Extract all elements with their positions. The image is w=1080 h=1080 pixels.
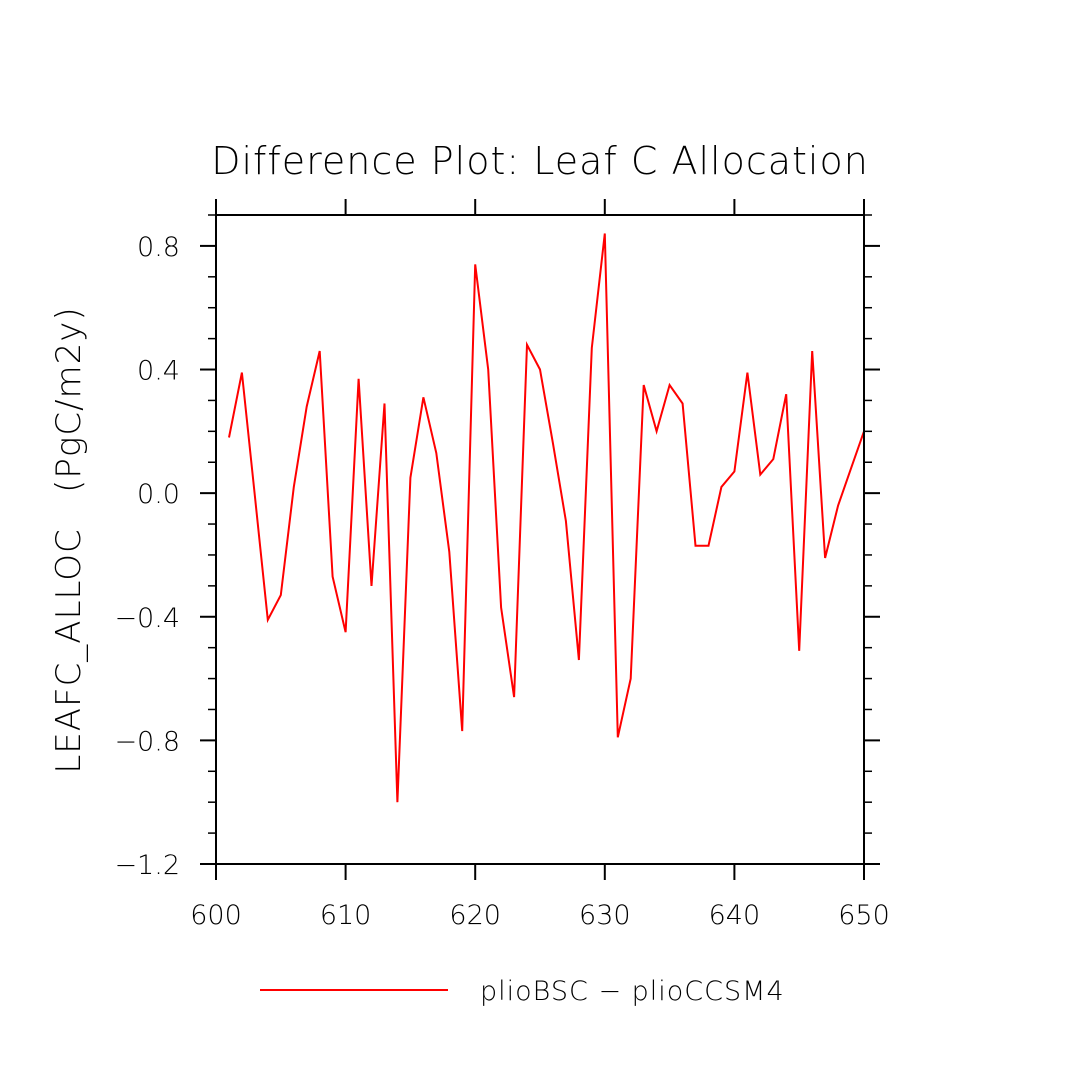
- y-tick-label: −1.2: [114, 850, 180, 881]
- legend-label: plioBSC − plioCCSM4: [480, 976, 785, 1007]
- x-tick-label: 610: [320, 900, 372, 931]
- y-tick-label: 0.8: [137, 232, 180, 263]
- y-axis-label: LEAFC_ALLOC (PgC/m2y): [49, 306, 89, 773]
- y-tick-label: −0.8: [114, 726, 180, 757]
- x-tick-label: 640: [709, 900, 761, 931]
- y-tick-label: 0.4: [137, 356, 180, 387]
- series-line: [228, 233, 865, 803]
- plot-area: [228, 233, 865, 803]
- y-tick-label: 0.0: [137, 479, 180, 510]
- chart-title: Difference Plot: Leaf C Allocation: [211, 139, 869, 183]
- x-tick-label: 600: [190, 900, 242, 931]
- x-tick-label: 620: [449, 900, 501, 931]
- x-axis: 600 610 620 630 640 650: [190, 199, 890, 931]
- y-axis: −1.2 −0.8 −0.4 0.0 0.4 0.8: [114, 214, 880, 881]
- x-tick-label: 630: [579, 900, 631, 931]
- x-tick-label: 650: [838, 900, 890, 931]
- y-tick-label: −0.4: [114, 603, 180, 634]
- plot-frame: [215, 214, 865, 865]
- legend: plioBSC − plioCCSM4: [260, 976, 785, 1007]
